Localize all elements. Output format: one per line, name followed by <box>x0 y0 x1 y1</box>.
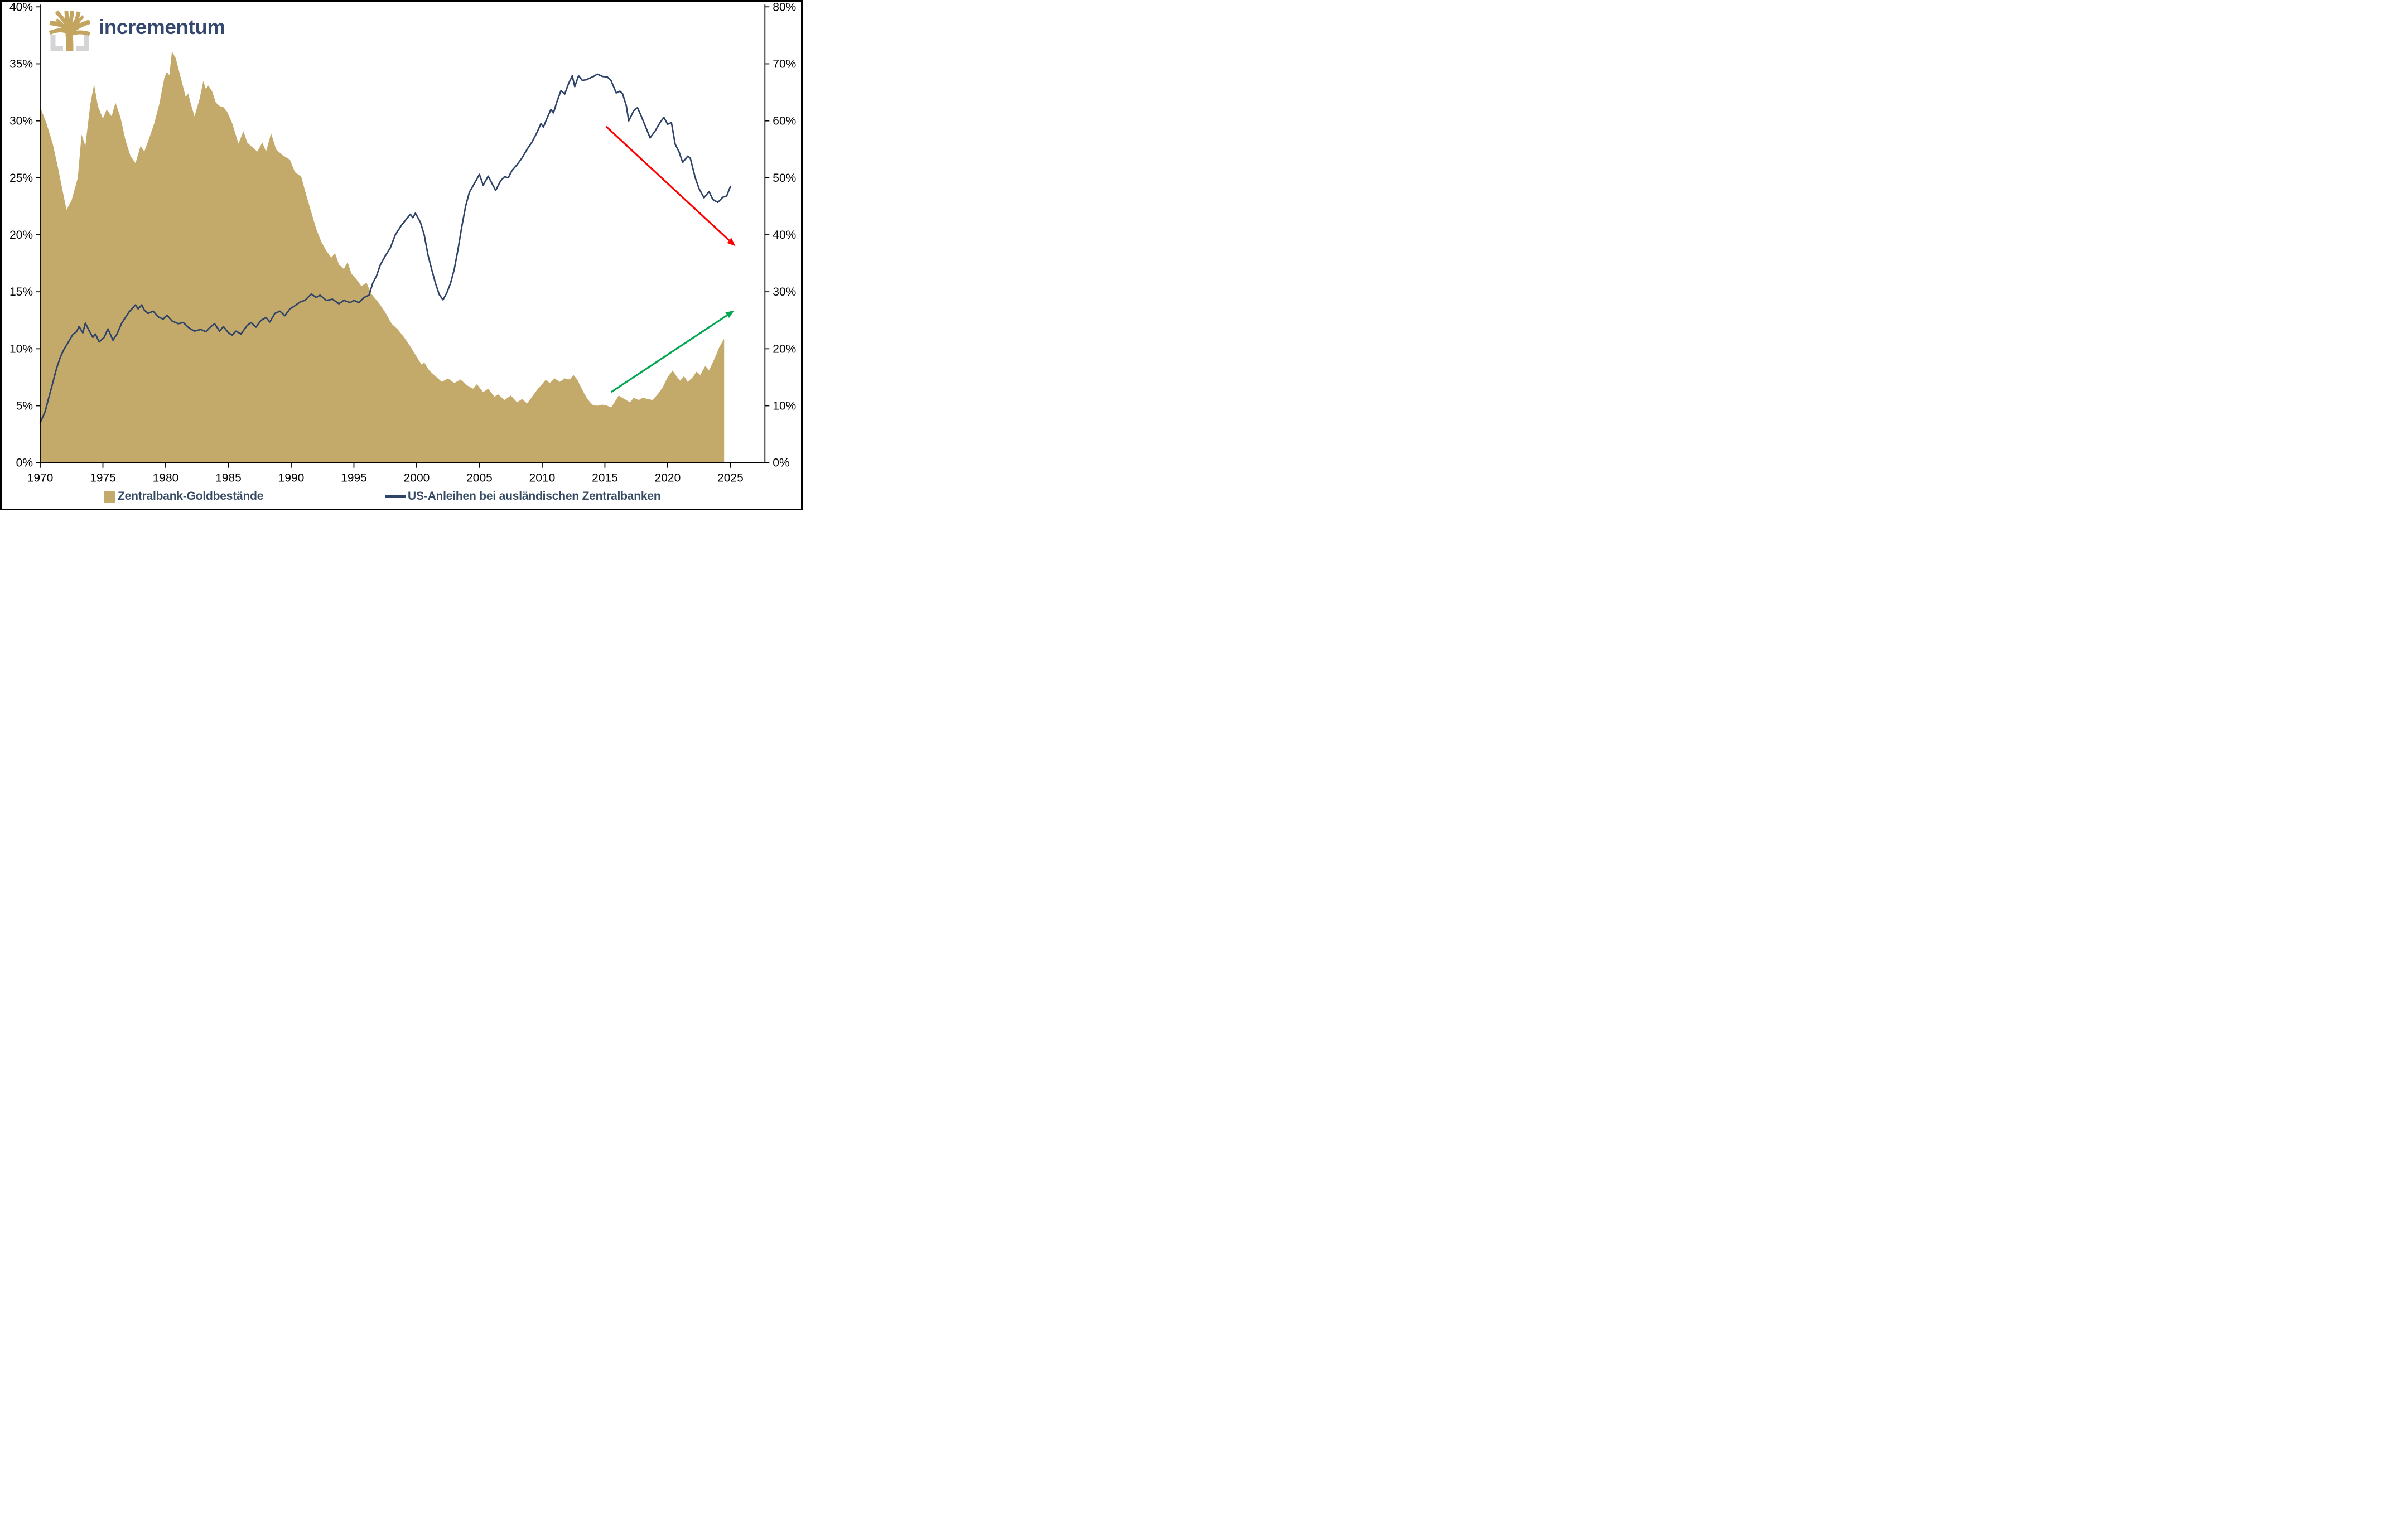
right-axis-tick-label: 70% <box>773 57 796 70</box>
green-up-arrow-head <box>725 310 735 318</box>
right-axis-tick-label: 20% <box>773 342 796 355</box>
incrementum-logo: incrementum <box>49 9 225 52</box>
right-axis-tick-label: 0% <box>773 457 789 470</box>
x-axis-tick-label: 2015 <box>592 472 618 485</box>
blue-line-swatch-icon <box>385 495 406 498</box>
x-axis-tick-label: 1995 <box>341 472 367 485</box>
left-axis-tick-label: 25% <box>9 172 33 185</box>
chart-legend: Zentralbank-Goldbestände US-Anleihen bei… <box>2 488 801 507</box>
left-axis-tick-label: 20% <box>9 229 33 242</box>
right-axis-tick-label: 60% <box>773 115 796 128</box>
x-axis-tick-label: 2005 <box>466 472 493 485</box>
left-axis-tick-label: 15% <box>9 286 33 298</box>
us-treasuries-line <box>39 73 731 424</box>
x-axis-tick-label: 2010 <box>529 472 556 485</box>
logo-bracket-left <box>50 35 63 51</box>
green-up-arrow-shaft <box>610 314 728 393</box>
chart-canvas: 0% 5% 10% 15% 20% 25% 30% 35% 40% 0% 10% 20% 30% 40% 5… <box>9 2 796 485</box>
incrementum-tree-icon <box>49 10 91 51</box>
legend-item-treasuries: US-Anleihen bei ausländischen Zentralban… <box>385 488 661 505</box>
x-axis-tick-label: 1990 <box>278 472 305 485</box>
right-axis-tick-label: 30% <box>773 286 796 298</box>
legend-label-treasuries: US-Anleihen bei ausländischen Zentralban… <box>408 490 661 503</box>
red-down-arrow-shaft <box>605 125 730 242</box>
left-axis-tick-label: 35% <box>9 57 33 70</box>
gold-reserves-area <box>40 51 725 463</box>
right-axis-tick-label: 80% <box>773 2 796 13</box>
x-axis-tick-label: 2025 <box>717 472 744 485</box>
x-axis-tick-label: 1975 <box>90 472 116 485</box>
x-axis-tick-label: 1970 <box>27 472 54 485</box>
x-axis-tick-label: 1985 <box>215 472 242 485</box>
x-axis-tick-label: 1980 <box>153 472 179 485</box>
x-axis-tick-label: 2000 <box>404 472 430 485</box>
left-axis-tick-label: 0% <box>16 457 33 470</box>
x-axis-tick-label: 2020 <box>655 472 681 485</box>
left-axis-tick-label: 5% <box>16 400 33 413</box>
logo-bracket-right <box>76 35 89 51</box>
left-axis-tick-label: 10% <box>9 342 33 355</box>
right-axis-tick-label: 10% <box>773 400 796 413</box>
left-axis-tick-label: 40% <box>9 2 33 13</box>
right-axis-tick-label: 50% <box>773 172 796 185</box>
red-down-arrow-head <box>727 238 736 247</box>
logo-wordmark: incrementum <box>99 15 225 38</box>
logo-tree-branches <box>49 10 91 51</box>
legend-item-gold: Zentralbank-Goldbestände <box>104 488 263 505</box>
left-axis-tick-label: 30% <box>9 115 33 128</box>
right-axis-tick-label: 40% <box>773 229 796 242</box>
incrementum-gold-vs-treasuries-chart: 0% 5% 10% 15% 20% 25% 30% 35% 40% 0% 10% 20% 30% 40% 5… <box>0 0 803 510</box>
legend-label-gold: Zentralbank-Goldbestände <box>118 490 264 503</box>
gold-area-swatch-icon <box>104 490 115 503</box>
